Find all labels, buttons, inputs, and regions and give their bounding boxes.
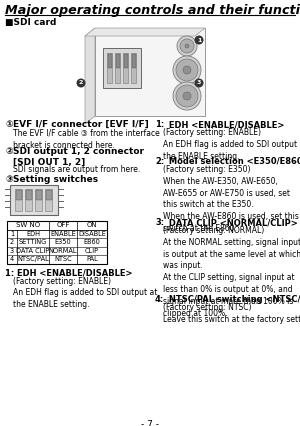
- Bar: [45, 189, 52, 211]
- Text: (Factory setting: NORMAL)
At the NORMAL setting, signal input
is output at the s: (Factory setting: NORMAL) At the NORMAL …: [163, 226, 300, 318]
- Bar: [46, 190, 52, 200]
- Bar: [107, 54, 112, 68]
- Text: 1:: 1:: [155, 120, 164, 129]
- Text: Model selection <E350/E860>: Model selection <E350/E860>: [166, 157, 300, 166]
- Text: SDI signals are output from here.: SDI signals are output from here.: [13, 165, 140, 174]
- Text: CLIP: CLIP: [85, 248, 99, 254]
- Text: NTSC/PAL switching <NTSC/PAL>: NTSC/PAL switching <NTSC/PAL>: [166, 295, 300, 304]
- Bar: [7, 221, 107, 264]
- Text: ①: ①: [5, 120, 13, 129]
- Text: ON: ON: [87, 222, 97, 228]
- Circle shape: [176, 85, 198, 107]
- Text: SW NO: SW NO: [16, 222, 40, 228]
- Bar: [103, 48, 141, 88]
- Text: The EVF I/F cable ③ from the interface
bracket is connected here.: The EVF I/F cable ③ from the interface b…: [13, 129, 160, 150]
- Circle shape: [185, 44, 189, 48]
- Circle shape: [173, 82, 201, 110]
- Text: 1:: 1:: [5, 268, 17, 277]
- Bar: [35, 190, 41, 200]
- Text: 3:: 3:: [155, 218, 164, 227]
- Text: OFF: OFF: [56, 222, 70, 228]
- Bar: [95, 28, 205, 116]
- Bar: [123, 53, 128, 83]
- Circle shape: [176, 59, 198, 81]
- Text: 3: 3: [10, 248, 14, 254]
- Circle shape: [180, 39, 194, 53]
- Bar: [15, 189, 22, 211]
- Circle shape: [183, 66, 191, 74]
- Text: 4:: 4:: [155, 295, 164, 304]
- Text: NORMAL: NORMAL: [49, 248, 77, 254]
- Text: (Factory setting: ENABLE)
An EDH flag is added to SDI output at
the ENABLE setti: (Factory setting: ENABLE) An EDH flag is…: [13, 276, 158, 309]
- Polygon shape: [85, 28, 205, 36]
- Text: EDH <ENABLE/DISABLE>: EDH <ENABLE/DISABLE>: [166, 120, 284, 129]
- Text: 3: 3: [197, 81, 201, 86]
- Text: SDI output 1, 2 connector
[SDI OUT 1, 2]: SDI output 1, 2 connector [SDI OUT 1, 2]: [13, 147, 144, 167]
- Text: DATA CLIP: DATA CLIP: [16, 248, 50, 254]
- Text: EDH <ENABLE/DISABLE>: EDH <ENABLE/DISABLE>: [17, 268, 133, 277]
- Text: NTSC: NTSC: [54, 256, 72, 262]
- Text: PAL: PAL: [86, 256, 98, 262]
- Text: 2:: 2:: [155, 157, 164, 166]
- Circle shape: [194, 35, 203, 44]
- Text: SETTING: SETTING: [19, 239, 47, 245]
- Text: - 7 -: - 7 -: [141, 420, 159, 426]
- Bar: [35, 189, 42, 211]
- Text: EVF I/F connector [EVF I/F]: EVF I/F connector [EVF I/F]: [13, 120, 149, 129]
- Text: 2: 2: [10, 239, 14, 245]
- Text: ②: ②: [5, 147, 13, 156]
- Bar: [131, 54, 136, 68]
- Circle shape: [76, 78, 85, 87]
- Bar: [124, 54, 128, 68]
- Bar: [26, 190, 32, 200]
- Text: ③: ③: [5, 175, 13, 184]
- Text: Setting switches: Setting switches: [13, 175, 98, 184]
- Text: DATA CLIP <NORMAL/CLIP>: DATA CLIP <NORMAL/CLIP>: [166, 218, 298, 227]
- Text: 2: 2: [79, 81, 83, 86]
- Text: 4: 4: [10, 256, 14, 262]
- Text: E860: E860: [84, 239, 100, 245]
- Bar: [115, 53, 120, 83]
- Circle shape: [194, 78, 203, 87]
- Text: NTSC/PAL: NTSC/PAL: [17, 256, 49, 262]
- Bar: [107, 53, 112, 83]
- Circle shape: [183, 92, 191, 100]
- Text: 1: 1: [197, 37, 201, 43]
- Text: (Factory setting: NTSC)
Leave this switch at the factory setting.: (Factory setting: NTSC) Leave this switc…: [163, 303, 300, 324]
- Text: 1: 1: [10, 231, 14, 237]
- Bar: [10, 185, 58, 215]
- Text: ENABLE: ENABLE: [50, 231, 76, 237]
- Text: (Factory setting: ENABLE)
An EDH flag is added to SDI output at
the ENABLE setti: (Factory setting: ENABLE) An EDH flag is…: [163, 128, 300, 161]
- Text: E350: E350: [55, 239, 71, 245]
- Bar: [131, 53, 136, 83]
- Circle shape: [177, 36, 197, 56]
- Bar: [16, 190, 22, 200]
- Bar: [25, 189, 32, 211]
- Text: (Factory setting: E350)
When the AW-E350, AW-E650,
AW-E655 or AW-E750 is used, s: (Factory setting: E350) When the AW-E350…: [163, 165, 299, 233]
- Text: EDH: EDH: [26, 231, 40, 237]
- Text: DISABLE: DISABLE: [78, 231, 106, 237]
- Bar: [116, 54, 119, 68]
- Polygon shape: [85, 28, 95, 124]
- Text: Major operating controls and their functions: Major operating controls and their funct…: [5, 4, 300, 17]
- Text: ■SDI card: ■SDI card: [5, 18, 56, 27]
- Circle shape: [173, 56, 201, 84]
